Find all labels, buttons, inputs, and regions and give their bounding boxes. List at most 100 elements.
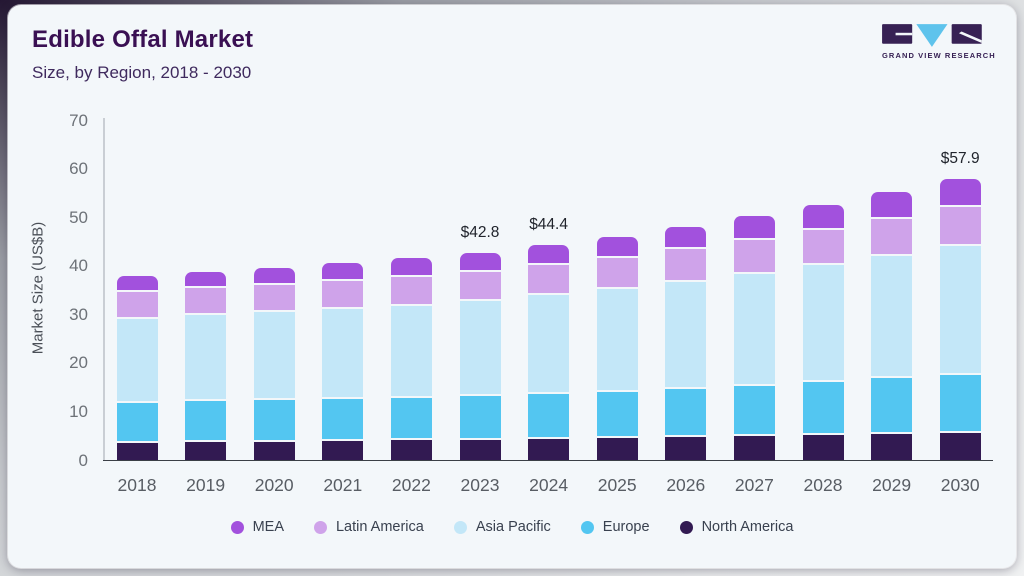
legend-swatch-latin-america: [313, 520, 327, 534]
bar-segment-latin-america-2026: [665, 249, 707, 282]
bar-segment-latin-america-2021: [322, 280, 364, 309]
bar-segment-asia-pacific-2025: [596, 289, 638, 392]
bar-segment-latin-america-2027: [733, 239, 775, 274]
bar-segment-asia-pacific-2030: [939, 245, 981, 375]
bar-segment-north-america-2027: [733, 436, 775, 461]
bar-segment-europe-2018: [116, 402, 158, 443]
legend-swatch-mea: [230, 520, 244, 534]
bar-segment-europe-2019: [185, 401, 227, 443]
bar-segment-asia-pacific-2023: [459, 301, 501, 397]
bar-segment-latin-america-2022: [390, 276, 432, 306]
bar-segment-asia-pacific-2028: [802, 265, 844, 383]
x-axis-label-2024: 2024: [529, 474, 569, 495]
bar-segment-europe-2028: [802, 382, 844, 436]
legend-label-mea: MEA: [252, 519, 284, 535]
bar-segment-mea-2024: [528, 244, 570, 266]
legend-label-asia-pacific: Asia Pacific: [475, 519, 551, 535]
bar-segment-europe-2026: [665, 388, 707, 438]
chart-card: [8, 5, 1016, 568]
bar-segment-asia-pacific-2029: [871, 255, 913, 379]
bar-segment-north-america-2022: [390, 440, 432, 461]
x-axis-label-2021: 2021: [323, 474, 363, 495]
bar-segment-europe-2022: [390, 397, 432, 441]
y-axis-tick-label-20: 20: [69, 353, 88, 373]
bar-segment-latin-america-2018: [116, 291, 158, 319]
bar-segment-north-america-2023: [459, 439, 501, 461]
x-axis-label-2019: 2019: [186, 474, 226, 495]
bar-segment-mea-2022: [390, 258, 432, 277]
bar-segment-latin-america-2025: [596, 257, 638, 290]
legend-item-north-america: North America: [679, 519, 794, 535]
bar-segment-asia-pacific-2020: [253, 312, 295, 401]
legend-label-latin-america: Latin America: [335, 519, 424, 535]
bar-segment-mea-2023: [459, 252, 501, 273]
bar-total-label-2023: $42.8: [460, 223, 500, 241]
x-axis-label-2025: 2025: [597, 474, 637, 495]
bar-segment-north-america-2021: [322, 441, 364, 461]
x-axis-label-2029: 2029: [872, 474, 912, 495]
bar-segment-mea-2025: [596, 236, 638, 258]
y-axis-tick-label-0: 0: [78, 450, 88, 470]
legend-item-asia-pacific: Asia Pacific: [453, 519, 551, 535]
bar-segment-latin-america-2030: [939, 206, 981, 246]
bar-segment-mea-2030: [939, 179, 981, 207]
x-axis-label-2020: 2020: [254, 474, 294, 495]
y-axis-tick-label-40: 40: [69, 256, 88, 276]
bar-segment-mea-2027: [733, 216, 775, 240]
legend-swatch-north-america: [679, 520, 693, 534]
bar-segment-europe-2027: [733, 385, 775, 437]
bar-segment-europe-2024: [528, 393, 570, 439]
bar-segment-asia-pacific-2021: [322, 308, 364, 400]
y-axis-line: [103, 118, 105, 461]
bar-segment-europe-2021: [322, 399, 364, 442]
x-axis-label-2030: 2030: [940, 474, 980, 495]
bar-segment-north-america-2018: [116, 442, 158, 461]
bar-segment-mea-2019: [185, 271, 227, 289]
bar-segment-asia-pacific-2024: [528, 295, 570, 394]
bar-segment-north-america-2019: [185, 442, 227, 461]
bar-segment-asia-pacific-2022: [390, 305, 432, 398]
bar-total-label-2024: $44.4: [529, 215, 568, 233]
bar-segment-latin-america-2024: [528, 265, 570, 296]
x-axis-label-2022: 2022: [391, 474, 431, 495]
bar-segment-latin-america-2029: [871, 218, 913, 256]
legend-item-latin-america: Latin America: [313, 519, 424, 535]
x-axis-label-2028: 2028: [803, 474, 843, 495]
y-axis-tick-label-50: 50: [69, 207, 88, 227]
gvr-logo-mark: [882, 24, 982, 47]
bar-segment-europe-2030: [939, 374, 981, 433]
page-title: Edible Offal Market: [32, 26, 254, 53]
legend-label-europe: Europe: [602, 519, 650, 535]
gvr-logo: GRAND VIEW RESEARCH: [882, 22, 996, 60]
bar-segment-mea-2026: [665, 226, 707, 250]
bar-segment-latin-america-2020: [253, 284, 295, 313]
chart-legend: MEA Latin America Asia Pacific Europe North …: [0, 517, 1024, 537]
legend-item-europe: Europe: [580, 519, 650, 535]
y-axis-tick-label-10: 10: [69, 401, 88, 421]
y-axis-title: Market Size (US$B): [29, 221, 47, 355]
bar-segment-mea-2029: [871, 192, 913, 219]
gvr-logo-text: GRAND VIEW RESEARCH: [882, 51, 996, 60]
legend-swatch-asia-pacific: [453, 520, 467, 534]
y-axis-tick-label-70: 70: [69, 110, 88, 130]
bar-segment-north-america-2030: [939, 432, 981, 461]
bar-segment-europe-2025: [596, 391, 638, 439]
bar-segment-latin-america-2023: [459, 272, 501, 302]
bar-segment-north-america-2029: [871, 434, 913, 461]
bar-segment-latin-america-2019: [185, 288, 227, 316]
bar-segment-latin-america-2028: [802, 229, 844, 266]
legend-swatch-europe: [580, 520, 594, 534]
legend-label-north-america: North America: [701, 519, 794, 535]
bar-segment-north-america-2025: [596, 438, 638, 461]
bar-segment-europe-2023: [459, 396, 501, 440]
legend-item-mea: MEA: [230, 519, 284, 535]
bar-segment-asia-pacific-2027: [733, 273, 775, 386]
bar-segment-mea-2028: [802, 205, 844, 230]
bar-segment-europe-2029: [871, 378, 913, 435]
bar-segment-asia-pacific-2026: [665, 281, 707, 389]
bar-segment-north-america-2024: [528, 438, 570, 461]
x-axis-label-2026: 2026: [666, 474, 706, 495]
y-axis-tick-label-30: 30: [69, 304, 88, 324]
bar-segment-mea-2018: [116, 276, 158, 292]
